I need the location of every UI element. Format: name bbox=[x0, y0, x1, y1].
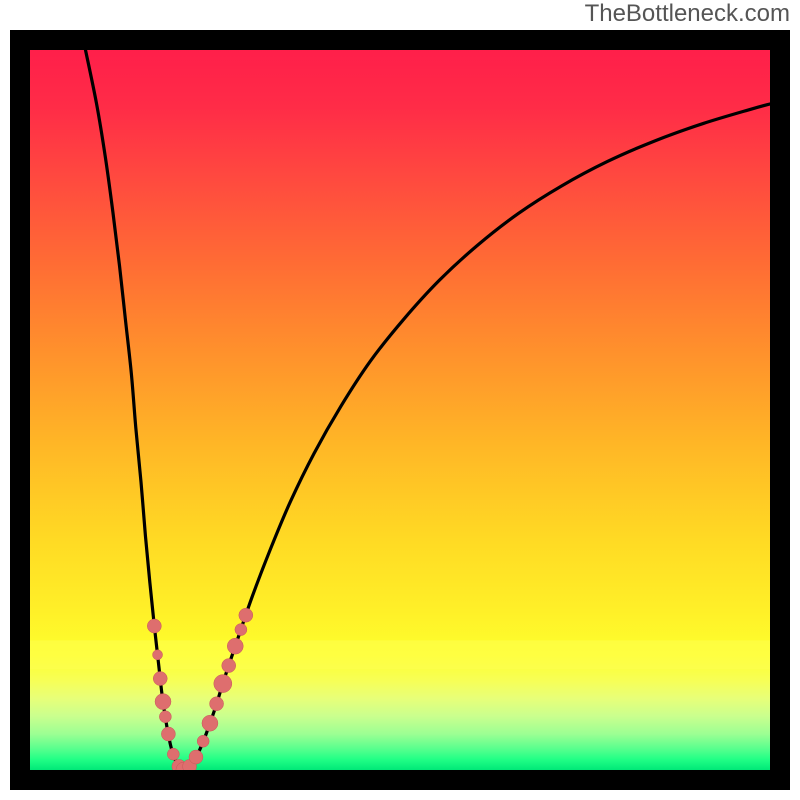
watermark-text: TheBottleneck.com bbox=[585, 0, 790, 28]
bottleneck-chart bbox=[0, 0, 800, 800]
chart-stage: TheBottleneck.com bbox=[0, 0, 800, 800]
